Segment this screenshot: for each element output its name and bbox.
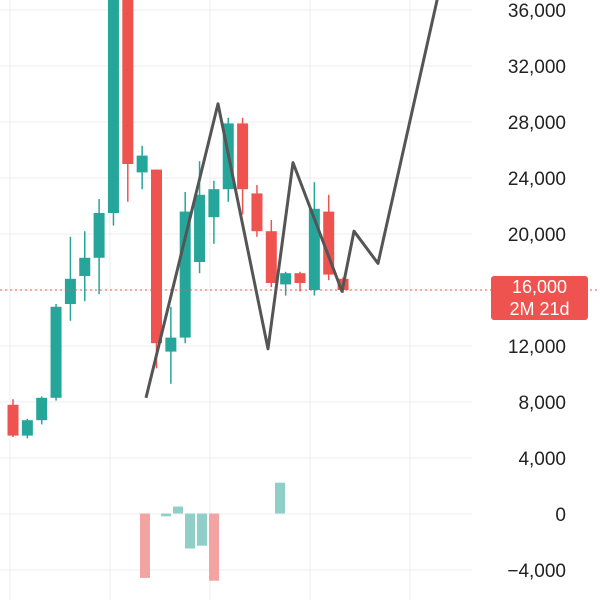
histogram-bar [209,513,219,581]
y-axis-tick-label: 36,000 [508,1,566,22]
candle-body [194,194,206,262]
candle-body [50,306,62,398]
candle-body [64,278,76,304]
candle[interactable] [179,192,191,344]
candle-body [21,420,33,436]
y-axis-tick-label: 20,000 [508,225,566,246]
y-axis-tick-label: 4,000 [518,449,566,470]
candle[interactable] [7,399,19,437]
candle-body [107,0,119,213]
candle-body [179,211,191,338]
histogram-bar [185,513,195,549]
candle[interactable] [165,306,177,384]
candle-body [165,337,177,352]
candle[interactable] [93,199,105,295]
candle-body [136,155,148,173]
y-axis-tick-label: 28,000 [508,113,566,134]
candle-body [237,123,249,190]
candle-body [151,169,162,344]
candle[interactable] [107,0,119,226]
candle[interactable] [280,271,292,296]
candle[interactable] [208,180,220,244]
y-axis-tick-label: 32,000 [508,57,566,78]
histogram-bar [275,482,285,514]
candle[interactable] [237,117,249,215]
projection-path [144,0,439,399]
candle-body [36,397,48,421]
candle[interactable] [21,418,33,439]
y-axis-tick-label: 8,000 [518,393,566,414]
candle-body [208,189,220,218]
y-axis-tick-label: 12,000 [508,337,566,358]
candle[interactable] [36,396,48,425]
candle[interactable] [251,185,263,237]
candle-body [323,211,335,275]
histogram-bar [161,513,171,517]
histogram [140,482,285,581]
candle[interactable] [308,182,320,296]
candle[interactable] [265,220,277,288]
candle-body [122,0,134,164]
candle[interactable] [50,304,62,401]
current-price-badge: 16,000 2M 21d [491,276,588,320]
candle-body [280,273,292,285]
histogram-bar [173,506,183,514]
candle[interactable] [122,0,134,202]
candle[interactable] [64,236,76,321]
y-axis-tick-label: 24,000 [508,169,566,190]
histogram-bar [140,513,150,578]
candle[interactable] [151,169,162,369]
candle-body [265,231,277,283]
candle[interactable] [294,271,306,292]
candle[interactable] [79,231,91,302]
candle-body [294,273,306,283]
y-axis-tick-label: 0 [555,505,566,526]
candle-body [93,213,105,258]
candle[interactable] [136,145,148,190]
candle-body [79,257,91,276]
current-price-label: 16,000 [511,277,568,297]
y-axis-tick-label: −4,000 [507,561,566,582]
histogram-bar [197,513,207,546]
projection-line [144,0,439,399]
candle-body [308,208,320,290]
candle[interactable] [323,194,335,281]
price-axis: 36,000 32,000 28,000 24,000 20,000 12,000 8,00… [507,1,566,582]
bar-countdown-label: 2M 21d [509,299,570,319]
candle-body [251,193,263,232]
candle-body [7,404,19,436]
